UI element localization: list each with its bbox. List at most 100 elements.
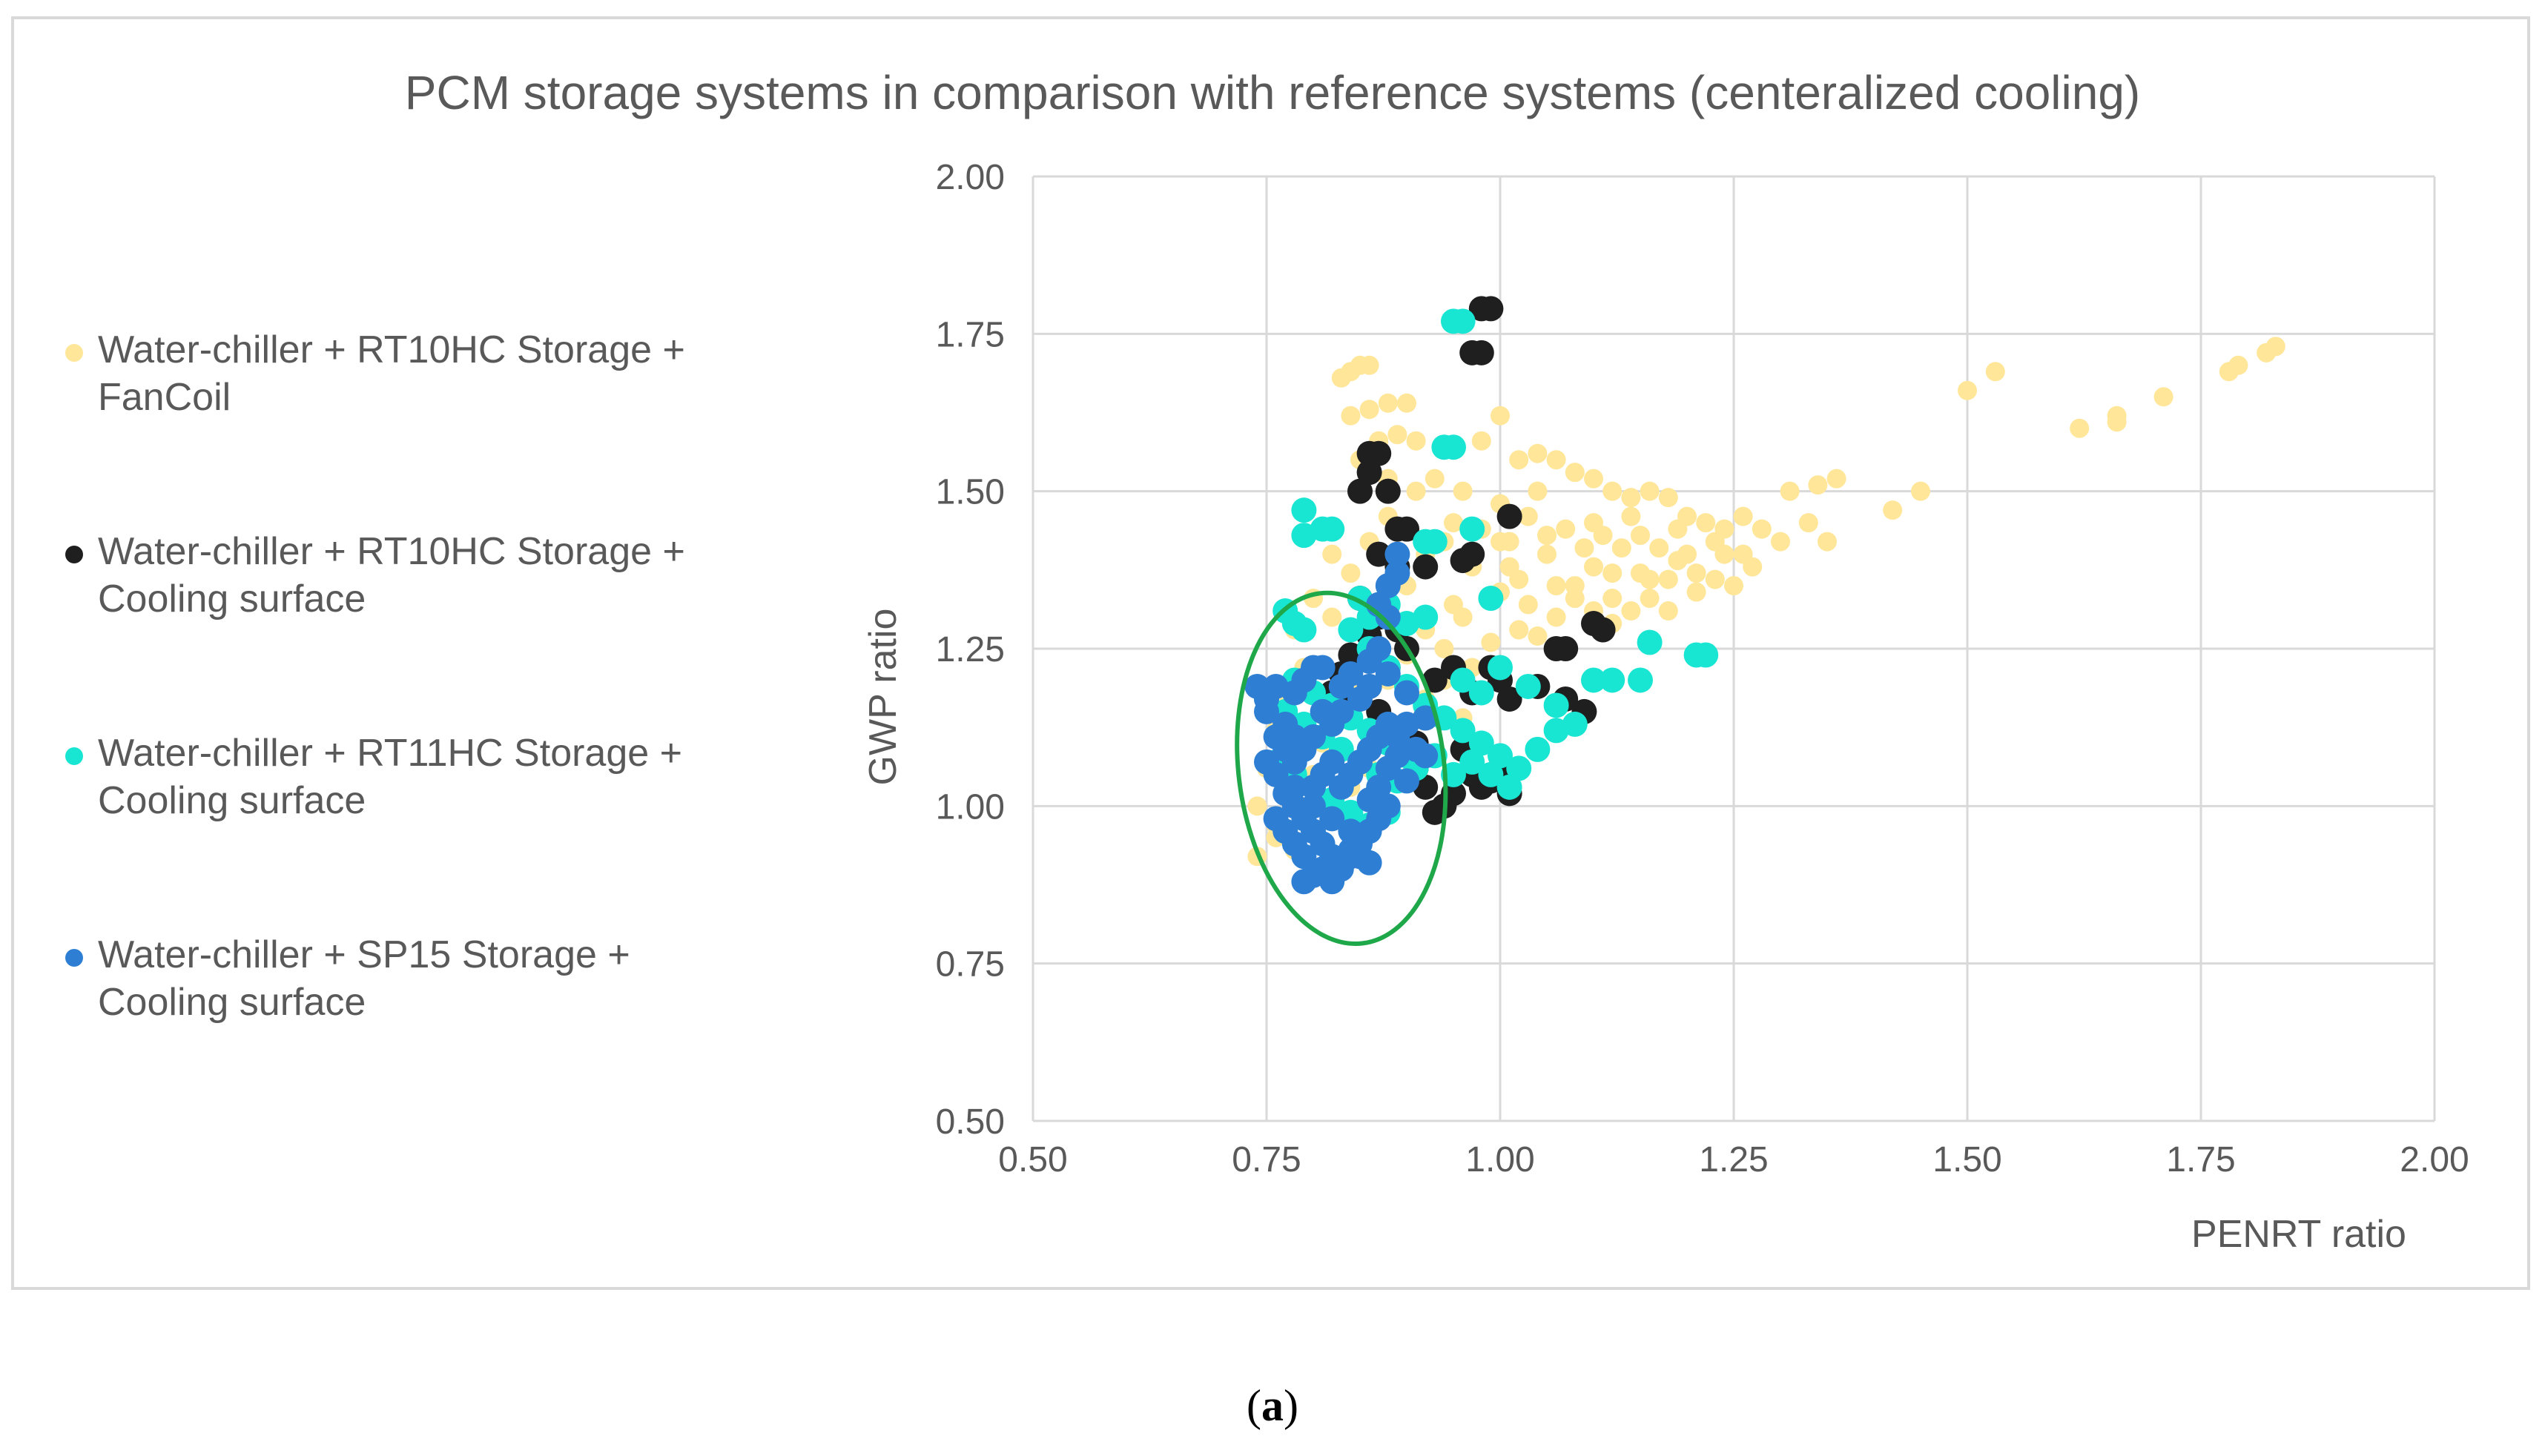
scatter-point [1640, 481, 1660, 501]
scatter-point [1658, 601, 1678, 621]
y-tick-label: 0.75 [936, 945, 1005, 985]
scatter-point [1602, 589, 1623, 609]
y-tick-label: 1.50 [936, 473, 1005, 512]
scatter-point [1375, 573, 1401, 599]
scatter-point [1584, 557, 1603, 577]
scatter-point [1506, 755, 1532, 781]
legend-label-line2: Cooling surface [98, 779, 366, 822]
y-tick-label: 2.00 [936, 158, 1005, 197]
scatter-point [1546, 576, 1566, 596]
scatter-point [1481, 632, 1501, 652]
scatter-point [1565, 589, 1585, 609]
scatter-point [1301, 793, 1326, 819]
legend-marker-icon [65, 546, 83, 563]
caption-letter: a [1261, 1381, 1284, 1430]
scatter-point [2070, 418, 2090, 438]
scatter-point [1537, 544, 1557, 564]
scatter-point [1413, 554, 1439, 580]
scatter-point [1301, 724, 1326, 749]
scatter-point [1338, 617, 1364, 643]
scatter-point [1459, 749, 1485, 775]
legend-label-line2: FanCoil [98, 376, 231, 419]
y-tick-label: 0.50 [936, 1102, 1005, 1142]
scatter-point [1509, 450, 1529, 470]
x-tick-label: 1.25 [1699, 1140, 1768, 1179]
scatter-point [1359, 355, 1379, 375]
scatter-point [1291, 617, 1317, 643]
scatter-point [1621, 488, 1641, 508]
scatter-point [1450, 308, 1476, 334]
scatter-point [1985, 362, 2005, 382]
scatter-point [1724, 576, 1743, 596]
scatter-point [1378, 393, 1398, 413]
scatter-point [1686, 563, 1706, 583]
scatter-point [1310, 698, 1336, 724]
scatter-point [1584, 469, 1603, 489]
annotation [1235, 590, 1448, 947]
scatter-point [2107, 412, 2127, 432]
x-tick-label: 1.75 [2166, 1140, 2235, 1179]
scatter-point [1496, 686, 1522, 712]
scatter-point [1496, 774, 1522, 800]
scatter-point [1359, 400, 1379, 420]
scatter-point [1310, 655, 1336, 681]
scatter-point [1525, 736, 1551, 762]
scatter-point [1338, 818, 1364, 844]
scatter-point [1425, 469, 1445, 489]
scatter-point [1518, 506, 1538, 526]
scatter-point [1319, 749, 1345, 775]
scatter-point [1499, 557, 1519, 577]
scatter-point [1556, 519, 1576, 539]
scatter-point [1590, 617, 1616, 643]
scatter-point [1640, 569, 1660, 589]
scatter-point [1356, 850, 1382, 876]
chart-frame [11, 16, 2530, 1290]
scatter-point [1468, 340, 1494, 365]
scatter-point [1397, 393, 1416, 413]
scatter-point [1394, 680, 1419, 706]
scatter-point [1958, 380, 1977, 400]
scatter-point [1574, 538, 1594, 558]
scatter-point [1319, 516, 1345, 542]
scatter-point [1696, 513, 1716, 533]
scatter-point [1413, 604, 1439, 630]
scatter-point [1366, 440, 1392, 466]
scatter-point [1459, 516, 1485, 542]
scatter-point [1387, 425, 1407, 445]
scatter-point [1413, 743, 1439, 769]
legend-label-line2: Cooling surface [98, 981, 366, 1024]
scatter-point [1488, 655, 1513, 681]
grid-lines [1031, 175, 2436, 1122]
scatter-point [1543, 718, 1569, 744]
scatter-point [1668, 551, 1688, 571]
legend-marker-icon [65, 344, 83, 362]
y-tick-label: 1.75 [936, 315, 1005, 354]
scatter-point [1621, 601, 1641, 621]
scatter-point [1394, 711, 1419, 737]
scatter-point [1406, 431, 1426, 451]
scatter-point [1322, 607, 1342, 627]
scatter-point [1468, 680, 1494, 706]
legend-label-line1: Water-chiller + RT11HC Storage + [98, 732, 682, 775]
scatter-point [1543, 692, 1569, 718]
scatter-point [1733, 506, 1753, 526]
scatter-point [1406, 481, 1426, 501]
legend-label-line2: Cooling surface [98, 578, 366, 621]
scatter-point [2153, 387, 2173, 407]
figure-caption: (a) [0, 1380, 2545, 1432]
scatter-point [1384, 541, 1410, 567]
x-tick-label: 1.00 [1465, 1140, 1534, 1179]
scatter-point [1602, 563, 1623, 583]
scatter-point [1631, 526, 1650, 546]
scatter-point [1459, 541, 1485, 567]
scatter-point [1453, 481, 1473, 501]
scatter-point [1281, 774, 1307, 800]
legend-marker-icon [65, 747, 83, 765]
scatter-point [1478, 296, 1504, 322]
scatter-point [1518, 595, 1538, 615]
scatter-point [1366, 541, 1392, 567]
scatter-point [1640, 589, 1660, 609]
scatter-point [1911, 481, 1930, 501]
caption-close: ) [1284, 1381, 1298, 1430]
